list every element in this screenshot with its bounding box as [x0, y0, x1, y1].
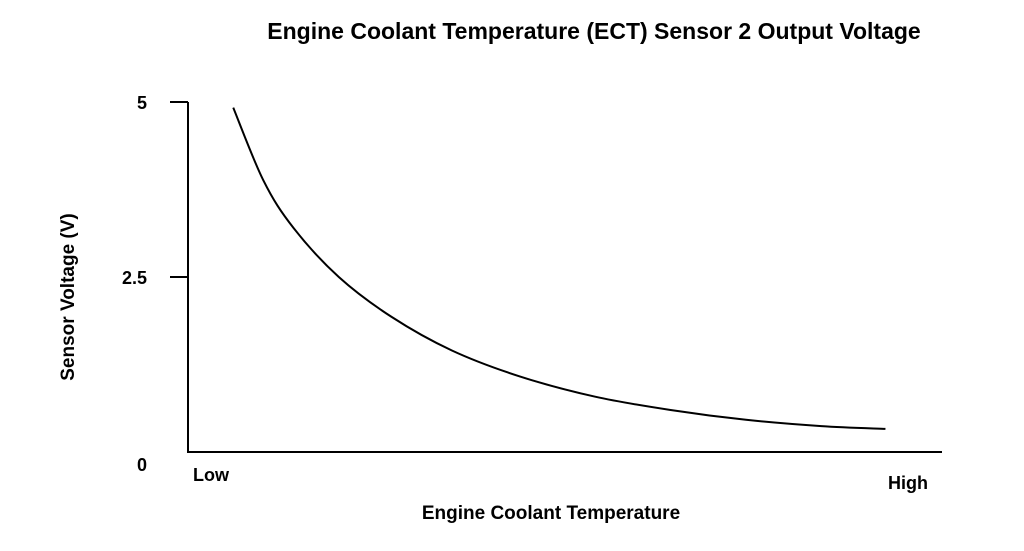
chart-title: Engine Coolant Temperature (ECT) Sensor …	[267, 18, 920, 44]
y-tick-label: 5	[137, 93, 147, 113]
y-tick-label: 0	[137, 455, 147, 475]
x-tick-label-high: High	[888, 473, 928, 493]
y-axis-label: Sensor Voltage (V)	[58, 213, 79, 381]
y-ticks-group: 52.50	[122, 93, 188, 475]
x-axis-label: Engine Coolant Temperature	[422, 503, 680, 524]
x-tick-label-low: Low	[193, 465, 230, 485]
y-tick-label: 2.5	[122, 268, 147, 288]
series-line	[232, 107, 886, 430]
